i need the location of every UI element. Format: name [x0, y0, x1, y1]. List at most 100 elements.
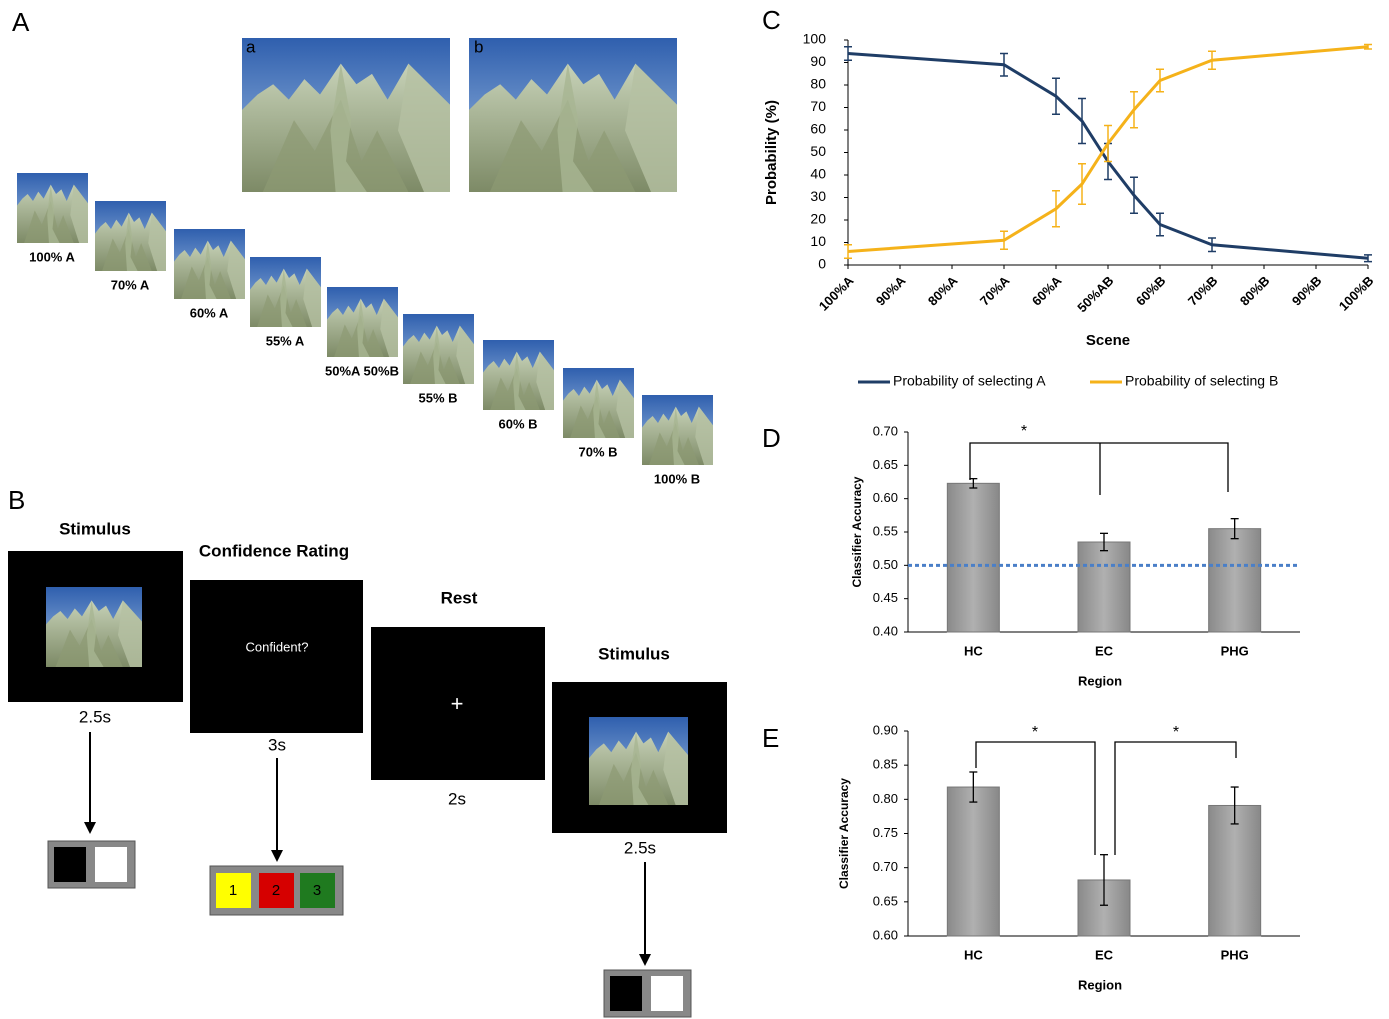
response-key	[95, 847, 127, 882]
morph-label: 100% B	[654, 471, 700, 486]
error-bar	[1130, 92, 1138, 128]
y-tick-label: 40	[810, 166, 826, 182]
y-tick-label: 0.60	[873, 927, 898, 942]
y-tick-label: 0.65	[873, 893, 898, 908]
image-label: b	[474, 37, 483, 56]
panel-label: C	[762, 5, 781, 35]
x-tick-label: PHG	[1221, 947, 1249, 962]
screen-title: Confidence Rating	[199, 541, 349, 560]
morph-sequence: 100% A70% A60% A55% A50%A 50%B55% B60% B…	[17, 173, 713, 486]
thumbnail	[642, 395, 713, 465]
rating-label: 2	[272, 882, 280, 899]
screen-title: Stimulus	[59, 519, 131, 538]
y-tick-label: 0.70	[873, 423, 898, 438]
morph-label: 60% B	[498, 416, 537, 431]
panel-label: E	[762, 723, 779, 753]
x-tick-label: 80%A	[925, 273, 961, 309]
x-tick-label: 60%B	[1133, 273, 1169, 309]
screen-title: Stimulus	[598, 644, 670, 663]
x-tick-label: 70%B	[1185, 273, 1221, 309]
response-key	[610, 976, 642, 1011]
panel-label: D	[762, 423, 781, 453]
scene-image	[46, 587, 142, 667]
morph-label: 55% B	[418, 390, 457, 405]
thumbnail	[483, 340, 554, 410]
y-tick-label: 70	[810, 98, 826, 114]
image-label: a	[246, 37, 256, 56]
y-tick-label: 60	[810, 121, 826, 137]
x-tick-label: PHG	[1221, 643, 1249, 658]
arrow-head	[639, 954, 651, 966]
scene-image	[242, 38, 450, 192]
prompt: Confident?	[246, 639, 309, 654]
y-tick-label: 0.85	[873, 757, 898, 772]
rating-label: 3	[313, 882, 321, 899]
error-bar	[1078, 99, 1086, 144]
panel-label: A	[12, 7, 30, 37]
scene-image	[589, 717, 688, 805]
rating-label: 1	[229, 882, 237, 899]
y-tick-label: 0.40	[873, 623, 898, 638]
thumbnail	[250, 257, 321, 327]
x-axis-label: Region	[1078, 977, 1122, 992]
bar	[1078, 542, 1130, 632]
x-tick-label: 80%B	[1237, 273, 1273, 309]
y-tick-label: 0.55	[873, 523, 898, 538]
y-tick-label: 0.45	[873, 590, 898, 605]
y-tick-label: 0.65	[873, 457, 898, 472]
y-tick-label: 80	[810, 76, 826, 92]
x-tick-label: 100%A	[816, 273, 857, 314]
morph-label: 55% A	[266, 333, 305, 348]
y-axis-label: Classifier Accuracy	[837, 778, 851, 889]
legend-label: Probability of selecting A	[893, 373, 1046, 389]
y-tick-label: 0.70	[873, 859, 898, 874]
thumbnail	[17, 173, 88, 243]
bar	[947, 787, 999, 936]
bar	[1209, 529, 1261, 632]
error-bar	[1130, 177, 1138, 213]
thumbnail	[403, 314, 474, 384]
response-key	[651, 976, 683, 1011]
y-tick-label: 0	[818, 256, 826, 272]
error-bar	[1078, 164, 1086, 205]
morph-label: 50%A 50%B	[325, 363, 399, 378]
panel-label: B	[8, 485, 25, 515]
thumbnail	[327, 287, 398, 357]
y-tick-label: 20	[810, 211, 826, 227]
figure: A B C D E a b 100% A70% A60% A55% A50%A …	[0, 0, 1389, 1019]
x-axis-label: Region	[1078, 673, 1122, 688]
morph-label: 60% A	[190, 305, 229, 320]
duration: 2s	[448, 789, 466, 808]
x-axis-label: Scene	[1086, 332, 1130, 349]
x-tick-label: EC	[1095, 643, 1114, 658]
significance: *	[1032, 724, 1038, 741]
y-tick-label: 100	[803, 31, 827, 47]
bar	[947, 483, 999, 632]
x-tick-label: HC	[964, 947, 983, 962]
y-tick-label: 0.80	[873, 791, 898, 806]
arrow-head	[84, 822, 96, 834]
thumbnail	[563, 368, 634, 438]
thumbnail	[174, 229, 245, 299]
x-tick-label: 90%B	[1289, 273, 1325, 309]
thumbnail	[95, 201, 166, 271]
bar	[1209, 805, 1261, 936]
x-tick-label: 90%A	[873, 273, 909, 309]
x-tick-label: 60%A	[1029, 273, 1065, 309]
response-key	[54, 847, 86, 882]
x-tick-label: 70%A	[977, 273, 1013, 309]
y-tick-label: 90	[810, 53, 826, 69]
legend-label: Probability of selecting B	[1125, 373, 1278, 389]
significance: *	[1173, 724, 1179, 741]
duration: 3s	[268, 735, 286, 754]
y-tick-label: 0.75	[873, 825, 898, 840]
y-tick-label: 10	[810, 233, 826, 249]
scene-image	[469, 38, 677, 192]
x-tick-label: 100%B	[1336, 273, 1377, 314]
duration: 2.5s	[624, 838, 656, 857]
x-tick-label: EC	[1095, 947, 1114, 962]
screen	[190, 580, 363, 733]
y-tick-label: 0.50	[873, 557, 898, 572]
y-tick-label: 30	[810, 188, 826, 204]
morph-label: 70% A	[111, 277, 150, 292]
